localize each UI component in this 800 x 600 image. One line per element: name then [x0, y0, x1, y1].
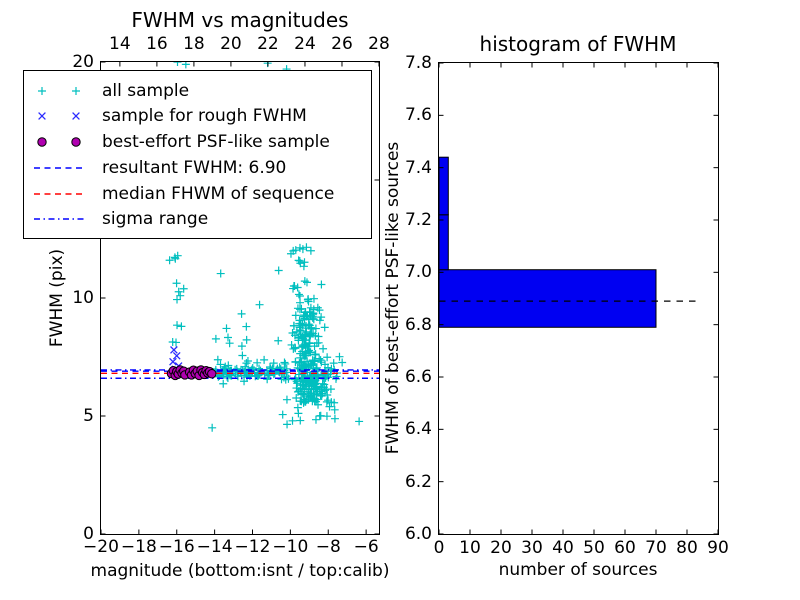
hist-ytick-label: 7.4	[404, 157, 432, 178]
left-xtick-label: −18	[120, 537, 157, 557]
hist-xtick-label: 20	[490, 538, 512, 558]
legend-item: sigma range	[32, 207, 363, 232]
left-ytick-label: 20	[72, 52, 94, 72]
right-plot-ylabel: FWHM of best-effort PSF-like sources	[383, 141, 403, 455]
left-xtick-label: −12	[234, 537, 271, 557]
hist-ytick-label: 7.8	[404, 53, 432, 73]
hist-ytick-label: 6.6	[404, 367, 432, 387]
hist-ytick-label: 7.0	[404, 262, 432, 283]
hist-ytick-label: 6.4	[404, 419, 432, 440]
left-xtick-label: −14	[196, 537, 233, 557]
legend-item-label: resultant FWHM: 6.90	[102, 157, 287, 178]
left-top-xtick-label: 18	[183, 34, 205, 54]
legend-item-label: best-effort PSF-like sample	[102, 132, 330, 153]
left-top-xtick-label: 20	[220, 34, 242, 54]
hist-xtick-label: 0	[433, 538, 445, 558]
legend-item: all sample	[32, 78, 363, 103]
hist-ytick-label: 7.2	[404, 210, 432, 230]
left-top-xtick-label: 24	[294, 34, 316, 54]
hist-ytick-label: 7.6	[404, 105, 432, 126]
plus-legend-glyph	[38, 86, 80, 95]
legend-item: median FHWM of sequence	[32, 181, 363, 206]
hist-xtick-label: 40	[552, 538, 574, 558]
right-plot-title: histogram of FWHM	[479, 32, 677, 56]
legend-item-label: sample for rough FWHM	[102, 106, 307, 127]
hist-xtick-label: 50	[583, 538, 605, 558]
hist-xtick-label: 90	[707, 538, 729, 558]
left-xtick-label: −6	[353, 537, 379, 557]
hist-xtick-label: 10	[459, 538, 481, 558]
legend-item-label: sigma range	[102, 209, 209, 230]
left-ytick-label: 5	[83, 406, 94, 426]
left-top-xtick-label: 28	[368, 34, 390, 54]
hist-ytick-label: 6.8	[404, 314, 432, 335]
left-xtick-label: −16	[158, 537, 195, 557]
hist-xtick-label: 60	[614, 538, 636, 558]
legend-item: sample for rough FWHM	[32, 104, 363, 129]
legend-item-label: median FHWM of sequence	[102, 183, 335, 204]
left-plot-ylabel: FWHM (pix)	[47, 248, 67, 348]
histogram-canvas	[439, 63, 718, 534]
hist-xtick-label: 80	[676, 538, 698, 558]
legend-item: resultant FWHM: 6.90	[32, 155, 363, 180]
dashdot-legend-glyph	[34, 218, 86, 221]
left-xtick-label: −10	[272, 537, 309, 557]
left-ytick-label: 10	[72, 288, 94, 308]
dashed-legend-glyph	[34, 167, 86, 169]
left-xtick-label: −20	[83, 537, 119, 557]
x-legend-glyph	[38, 112, 80, 121]
fwhm-histogram-plot	[438, 62, 719, 535]
left-ytick-label: 0	[83, 524, 94, 544]
left-plot-xlabel: magnitude (bottom:isnt / top:calib)	[90, 561, 390, 581]
legend-item-label: all sample	[102, 80, 190, 101]
dashed-legend-glyph	[34, 192, 86, 195]
hist-ytick-label: 6.0	[404, 524, 432, 544]
left-plot-title: FWHM vs magnitudes	[131, 8, 349, 32]
left-top-xtick-label: 14	[109, 34, 131, 54]
left-top-xtick-label: 22	[257, 34, 279, 54]
circle-legend-glyph	[37, 137, 81, 147]
right-plot-xlabel: number of sources	[498, 560, 658, 580]
left-top-xtick-label: 26	[331, 34, 353, 54]
hist-ytick-label: 6.2	[404, 471, 432, 492]
left-top-xtick-label: 16	[146, 34, 168, 54]
legend-item: best-effort PSF-like sample	[32, 130, 363, 155]
hist-xtick-label: 30	[521, 538, 543, 558]
left-xtick-label: −8	[315, 537, 341, 557]
hist-xtick-label: 70	[645, 538, 667, 558]
scatter-canvas	[101, 62, 379, 534]
legend: all sample sample for rough FWHM best-effo…	[23, 70, 372, 239]
